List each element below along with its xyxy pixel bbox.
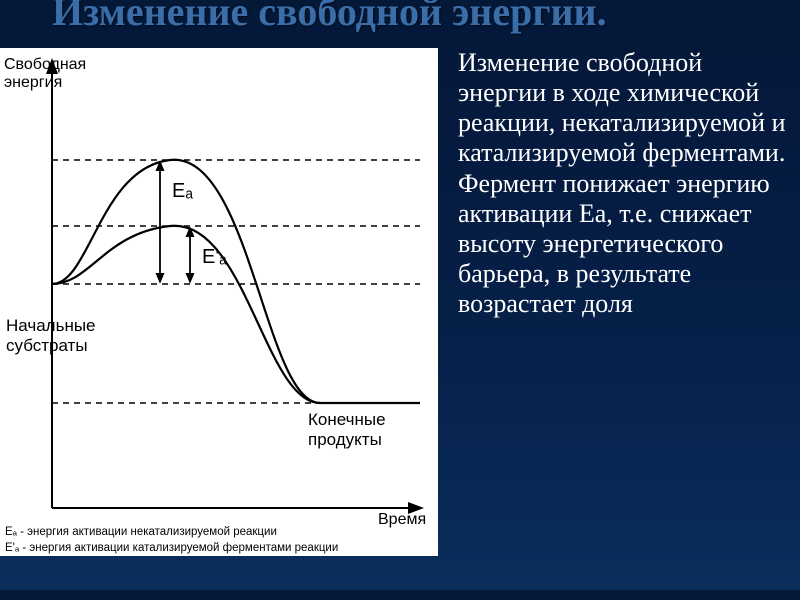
initial-substrates-label: Начальныесубстраты: [6, 316, 96, 355]
final-products-label: Конечныепродукты: [308, 410, 386, 449]
ea-label: Eₐ: [172, 180, 193, 203]
legend-ea: Eₐ - энергия активации некатализируемой …: [5, 526, 277, 538]
curve-catalyzed: [52, 226, 320, 403]
x-axis-label: Время: [378, 511, 426, 529]
description-text: Изменение свободной энергии в ходе химич…: [438, 48, 788, 556]
content-row: Свободнаяэнергия Время Eₐ E'ₐ Начальныес…: [0, 48, 800, 556]
legend-eap: E'ₐ - энергия активации катализируемой ф…: [5, 542, 338, 554]
y-axis-label: Свободнаяэнергия: [4, 56, 86, 91]
slide-title: Изменение свободной энергии.: [0, 0, 800, 34]
eap-label: E'ₐ: [202, 246, 227, 269]
energy-diagram: Свободнаяэнергия Время Eₐ E'ₐ Начальныес…: [0, 48, 438, 556]
curve-uncatalyzed: [52, 160, 420, 403]
